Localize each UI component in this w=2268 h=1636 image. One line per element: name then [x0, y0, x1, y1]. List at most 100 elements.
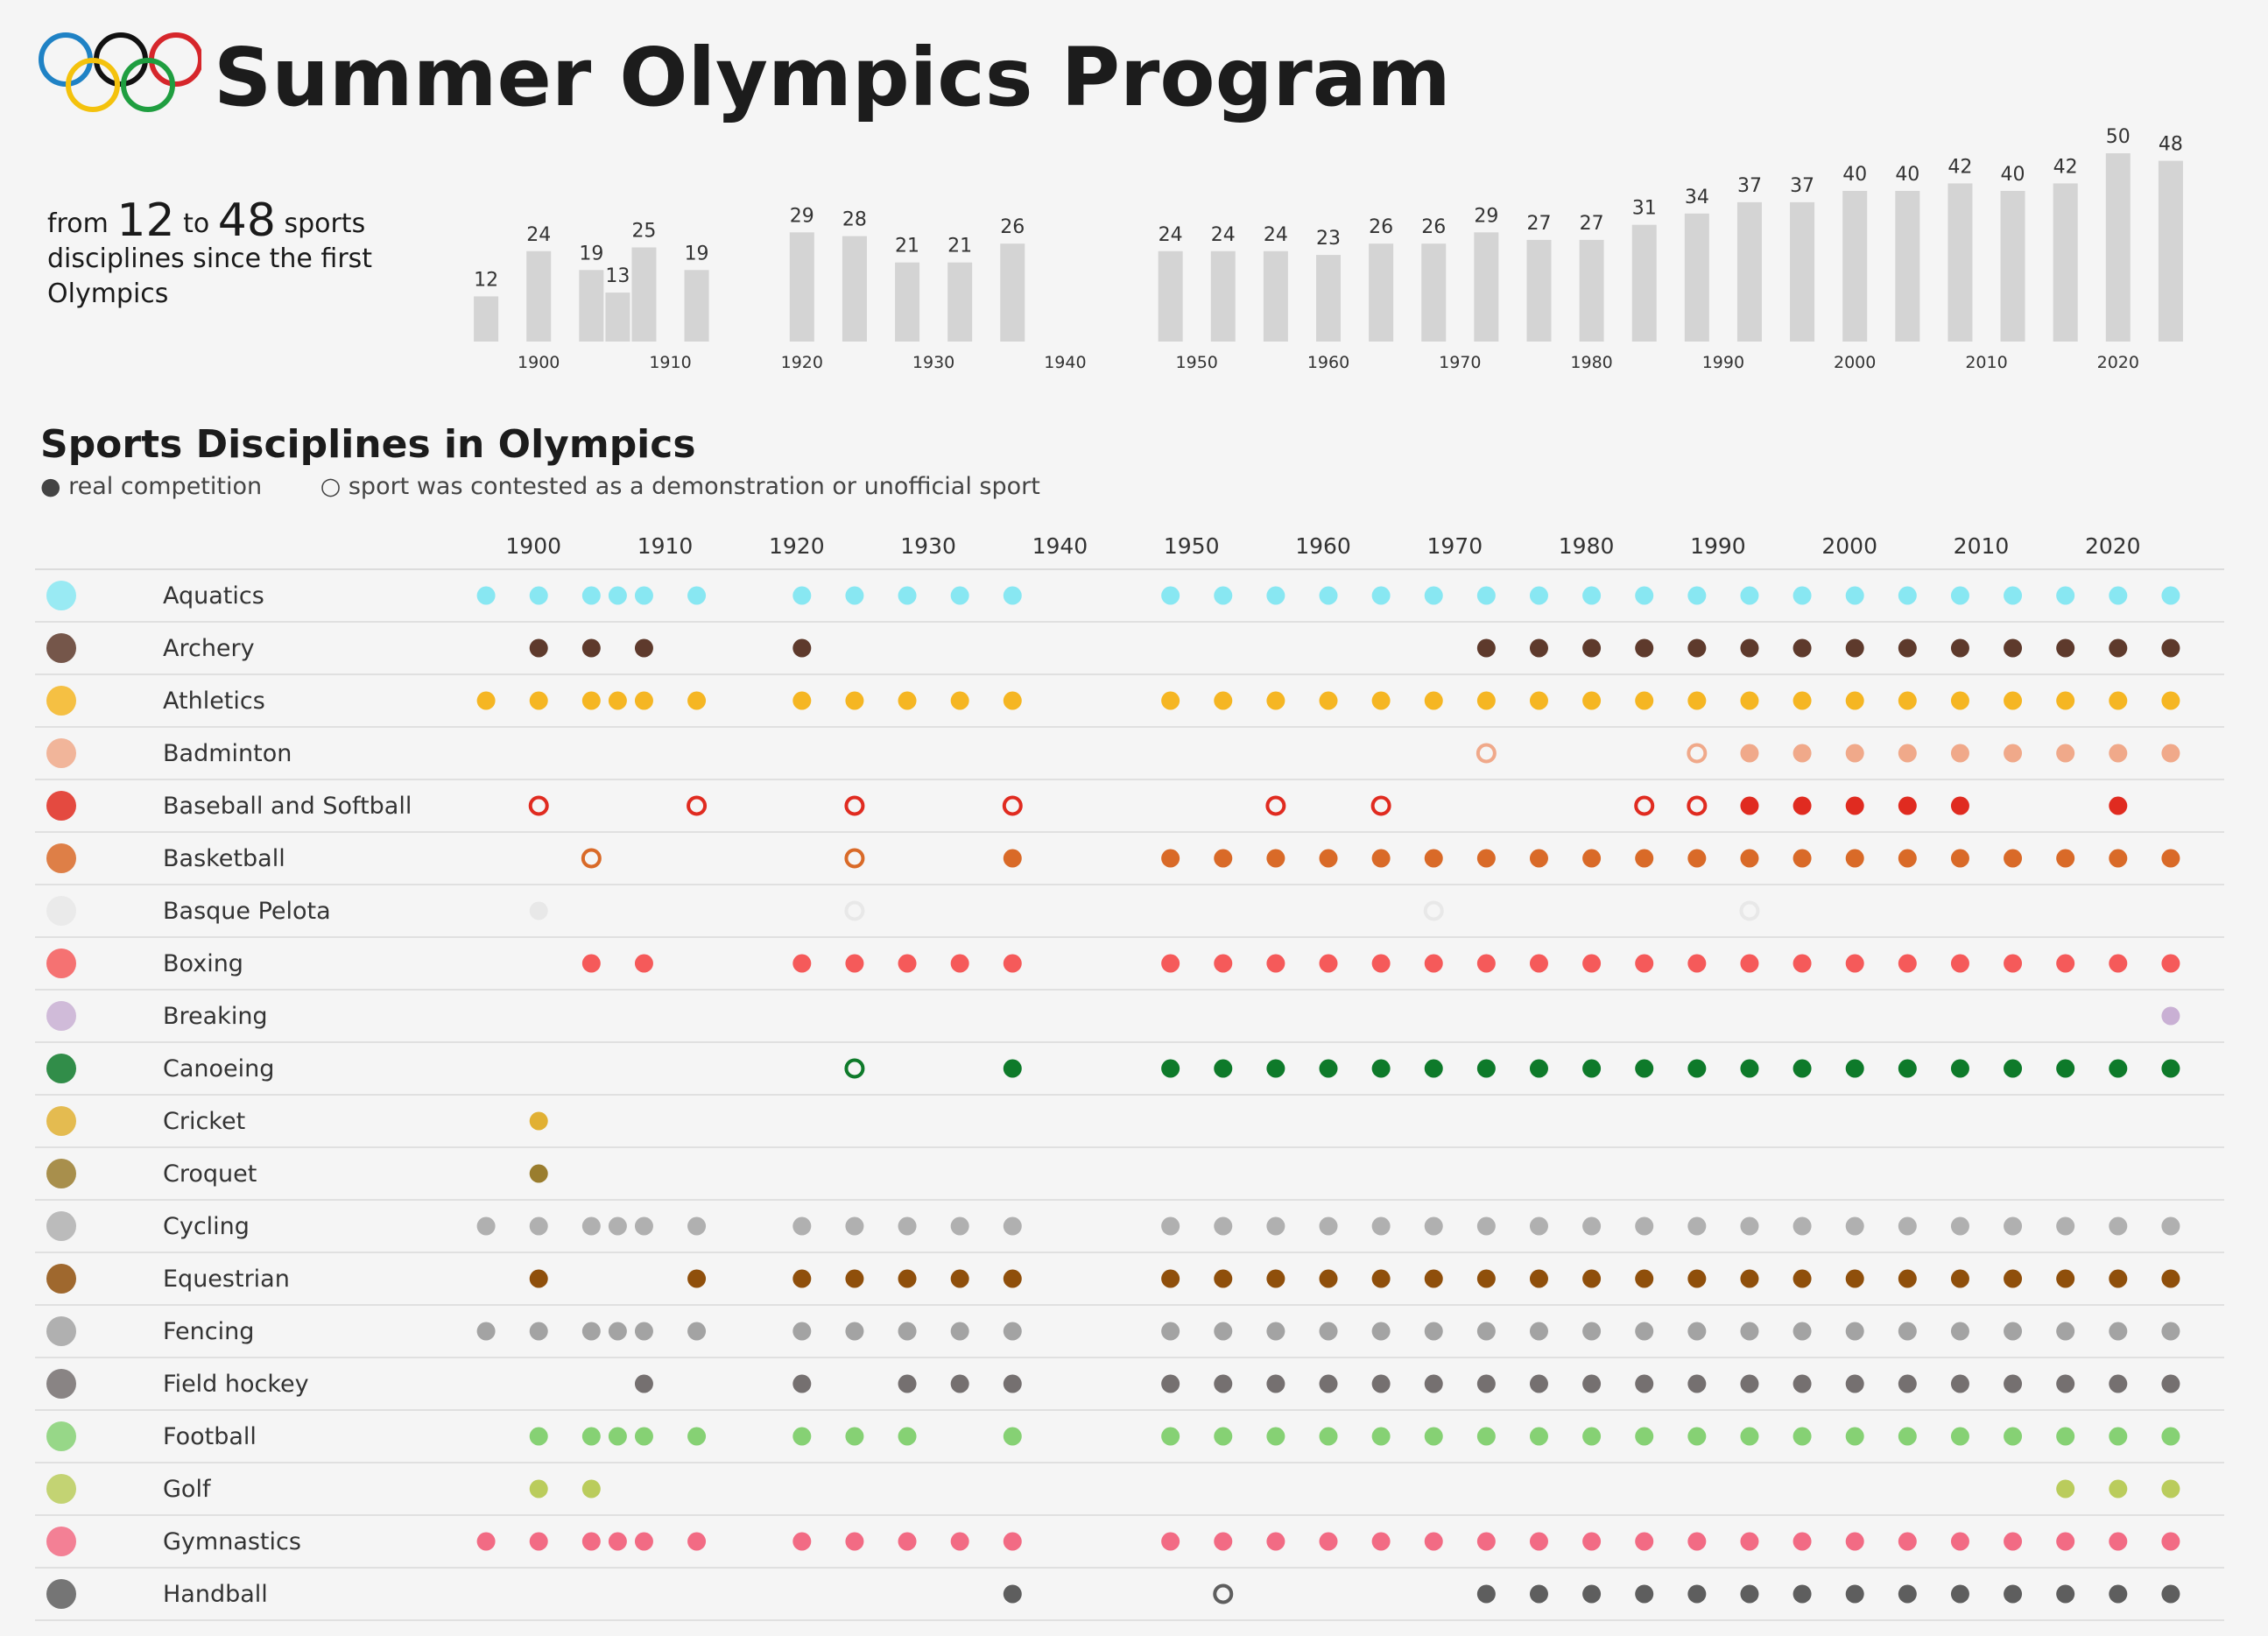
dot-athletics-1952	[1214, 691, 1233, 710]
dot-field-hockey-1996	[1793, 1374, 1812, 1393]
dot-aquatics-1996	[1793, 586, 1812, 605]
dot-field-hockey-1908	[634, 1374, 653, 1393]
row-field-hockey: Field hockey	[46, 1369, 2180, 1399]
dot-athletics-1968	[1424, 691, 1443, 710]
row-label-equestrian: Equestrian	[163, 1266, 290, 1293]
gymnast-icon	[46, 1527, 76, 1556]
cyclist-icon	[46, 1211, 76, 1241]
dot-gymnastics-2008	[1950, 1532, 1969, 1551]
bar-1984	[1631, 224, 1657, 342]
bar-axis-tick-2020: 2020	[2097, 353, 2139, 372]
bar-1900	[526, 250, 552, 342]
dot-equestrian-1912	[687, 1269, 707, 1288]
dot-gymnastics-1972	[1476, 1532, 1496, 1551]
dot-gymnastics-1906	[608, 1532, 627, 1551]
bar-2004	[1895, 191, 1920, 342]
dot-football-1904	[581, 1427, 601, 1446]
dot-handball-2024	[2161, 1584, 2180, 1604]
dot-football-1964	[1371, 1427, 1391, 1446]
dot-cycling-2000	[1845, 1216, 1864, 1236]
dot-archery-1920	[792, 638, 812, 658]
boxing-glove-icon	[46, 948, 76, 978]
row-canoeing: Canoeing	[46, 1054, 2180, 1083]
dot-cycling-1972	[1476, 1216, 1496, 1236]
row-cycling: Cycling	[46, 1211, 2180, 1241]
dot-equestrian-1932	[950, 1269, 969, 1288]
demo-dot-basque-pelota-1924	[844, 900, 865, 921]
dot-aquatics-2024	[2161, 586, 2180, 605]
dot-cycling-2012	[2004, 1216, 2023, 1236]
bar-label-1912: 19	[685, 243, 709, 264]
dot-archery-2024	[2161, 638, 2180, 658]
dot-boxing-1988	[1687, 954, 1707, 973]
row-cricket: Cricket	[46, 1106, 548, 1136]
dot-athletics-2024	[2161, 691, 2180, 710]
dot-archery-2008	[1950, 638, 1969, 658]
dot-equestrian-1948	[1161, 1269, 1180, 1288]
dot-cycling-2016	[2056, 1216, 2075, 1236]
grid-axis-tick-1900: 1900	[505, 533, 561, 559]
dot-fencing-1968	[1424, 1322, 1443, 1341]
dot-cycling-1992	[1740, 1216, 1759, 1236]
row-label-badminton: Badminton	[163, 740, 292, 767]
dot-fencing-2012	[2004, 1322, 2023, 1341]
dot-aquatics-1912	[687, 586, 707, 605]
dot-boxing-2008	[1950, 954, 1969, 973]
bar-1976	[1526, 239, 1552, 342]
bar-label-1988: 34	[1685, 187, 1709, 208]
dot-basketball-2000	[1845, 849, 1864, 868]
dot-golf-2020	[2109, 1479, 2128, 1498]
dot-gymnastics-2020	[2109, 1532, 2128, 1551]
bar-label-1976: 27	[1526, 213, 1551, 235]
dot-gymnastics-1956	[1266, 1532, 1285, 1551]
dot-canoeing-1964	[1371, 1059, 1391, 1078]
dot-archery-2020	[2109, 638, 2128, 658]
dot-boxing-2024	[2161, 954, 2180, 973]
dot-athletics-1900	[529, 691, 548, 710]
dot-handball-2012	[2004, 1584, 2023, 1604]
bar-1920	[789, 232, 814, 342]
dot-badminton-2020	[2109, 744, 2128, 763]
swimmer-icon	[46, 581, 76, 610]
dot-cycling-1906	[608, 1216, 627, 1236]
dot-handball-1980	[1582, 1584, 1602, 1604]
dot-fencing-1964	[1371, 1322, 1391, 1341]
dot-boxing-1956	[1266, 954, 1285, 973]
demo-dot-baseball-and-softball-1956	[1265, 795, 1286, 816]
dot-golf-2016	[2056, 1479, 2075, 1498]
dot-cycling-1960	[1319, 1216, 1338, 1236]
dot-equestrian-1960	[1319, 1269, 1338, 1288]
dot-canoeing-2020	[2109, 1059, 2128, 1078]
dot-athletics-1906	[608, 691, 627, 710]
dot-gymnastics-1928	[898, 1532, 917, 1551]
dot-boxing-1936	[1003, 954, 1022, 973]
dot-fencing-2000	[1845, 1322, 1864, 1341]
dot-football-1980	[1582, 1427, 1602, 1446]
dot-badminton-1992	[1740, 744, 1759, 763]
dot-athletics-2012	[2004, 691, 2023, 710]
bar-axis-tick-1930: 1930	[912, 353, 954, 372]
row-baseball-and-softball: Baseball and Softball	[46, 791, 2128, 821]
dot-handball-1936	[1003, 1584, 1022, 1604]
disciplines-dot-matrix: 1900 1910 1920 1930 1940 1950 1960 1970 1980 1990…	[35, 533, 2224, 1621]
bar-label-1984: 31	[1632, 198, 1657, 220]
dot-athletics-2020	[2109, 691, 2128, 710]
row-breaking: Breaking	[46, 1001, 2180, 1031]
dot-canoeing-1984	[1635, 1059, 1654, 1078]
dot-cycling-2004	[1898, 1216, 1917, 1236]
dot-equestrian-2016	[2056, 1269, 2075, 1288]
dot-equestrian-2000	[1845, 1269, 1864, 1288]
dot-athletics-1980	[1582, 691, 1602, 710]
bar-2008	[1948, 183, 1973, 342]
dot-baseball-and-softball-2020	[2109, 796, 2128, 815]
dot-archery-2012	[2004, 638, 2023, 658]
demo-dot-badminton-1972	[1476, 743, 1497, 764]
dot-field-hockey-1968	[1424, 1374, 1443, 1393]
dot-cycling-1996	[1793, 1216, 1812, 1236]
legend: ● real competition ○ sport was contested…	[40, 473, 1091, 500]
dot-fencing-2008	[1950, 1322, 1969, 1341]
cricket-bat-icon	[46, 1106, 76, 1136]
dot-field-hockey-1952	[1214, 1374, 1233, 1393]
demo-dot-basketball-1904	[581, 848, 602, 869]
dot-equestrian-1988	[1687, 1269, 1707, 1288]
